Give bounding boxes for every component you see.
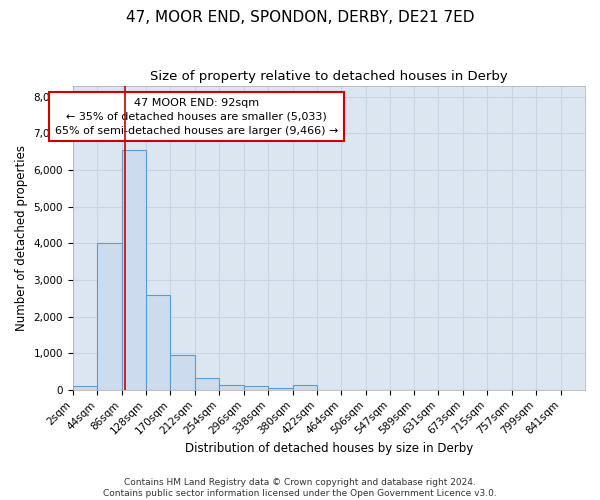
Bar (73, 386, 97, 390)
Bar (268, 388, 293, 390)
Bar (293, 386, 317, 390)
Bar (97, 243, 122, 390)
Title: Size of property relative to detached houses in Derby: Size of property relative to detached ho… (150, 70, 508, 83)
Text: Contains HM Land Registry data © Crown copyright and database right 2024.
Contai: Contains HM Land Registry data © Crown c… (103, 478, 497, 498)
Bar (244, 386, 268, 390)
Bar (146, 294, 170, 390)
Bar (195, 378, 219, 390)
X-axis label: Distribution of detached houses by size in Derby: Distribution of detached houses by size … (185, 442, 473, 455)
Bar (170, 355, 195, 390)
Bar (122, 150, 146, 390)
Y-axis label: Number of detached properties: Number of detached properties (15, 144, 28, 330)
Bar (219, 384, 244, 390)
Text: 47 MOOR END: 92sqm
← 35% of detached houses are smaller (5,033)
65% of semi-deta: 47 MOOR END: 92sqm ← 35% of detached hou… (55, 98, 338, 136)
Text: 47, MOOR END, SPONDON, DERBY, DE21 7ED: 47, MOOR END, SPONDON, DERBY, DE21 7ED (126, 10, 474, 25)
